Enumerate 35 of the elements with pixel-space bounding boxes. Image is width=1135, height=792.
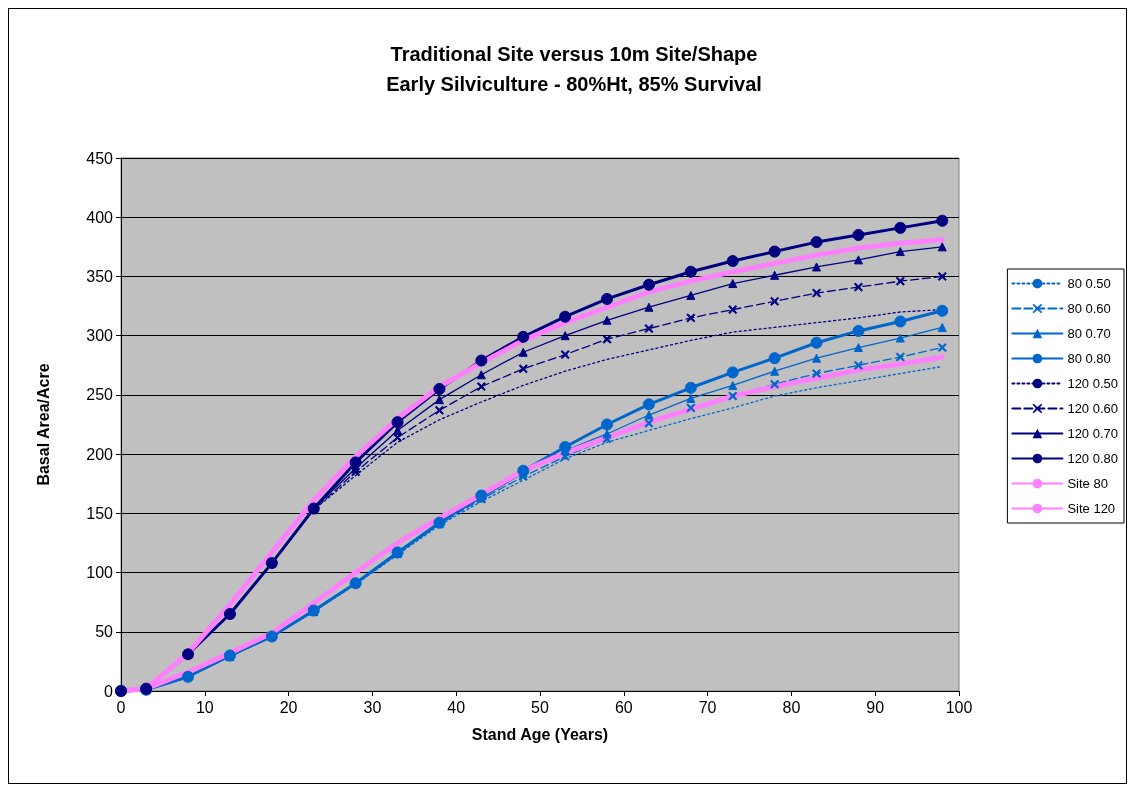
legend-label: 120 0.60 <box>1067 401 1119 416</box>
x-tick-label: 80 <box>782 698 801 716</box>
chart-subtitle: Early Silviculture - 80%Ht, 85% Survival <box>386 73 762 95</box>
x-tick-label: 0 <box>116 698 126 716</box>
legend-label: 80 0.60 <box>1067 301 1111 316</box>
legend-label: Site 80 <box>1067 476 1108 491</box>
chart-title: Traditional Site versus 10m Site/Shape <box>390 43 758 65</box>
y-tick-label: 400 <box>86 208 114 226</box>
x-axis-title: Stand Age (Years) <box>471 725 609 743</box>
legend-label: 80 0.70 <box>1067 326 1111 341</box>
x-tick-label: 30 <box>363 698 382 716</box>
y-tick-label: 300 <box>86 327 114 345</box>
legend-label: 120 0.70 <box>1067 426 1119 441</box>
x-tick-label: 90 <box>866 698 885 716</box>
legend-label: 80 0.80 <box>1067 351 1111 366</box>
y-axis-title: Basal Area/Acre <box>34 363 52 486</box>
legend-label: 120 0.50 <box>1067 376 1119 391</box>
x-tick-label: 10 <box>195 698 214 716</box>
legend-label: 120 0.80 <box>1067 451 1119 466</box>
y-tick-label: 250 <box>86 386 114 404</box>
x-tick-label: 70 <box>698 698 717 716</box>
y-tick-label: 350 <box>86 267 114 285</box>
legend-label: Site 120 <box>1067 501 1116 516</box>
y-tick-label: 0 <box>104 682 114 700</box>
legend-label: 80 0.50 <box>1067 276 1111 291</box>
y-tick-label: 150 <box>86 504 114 522</box>
x-tick-label: 50 <box>531 698 549 716</box>
y-tick-label: 200 <box>86 445 114 463</box>
x-tick-label: 40 <box>447 698 466 716</box>
y-tick-label: 100 <box>86 564 114 582</box>
y-tick-label: 450 <box>86 149 114 167</box>
x-tick-label: 60 <box>614 698 633 716</box>
y-tick-label: 50 <box>95 623 114 641</box>
x-tick-label: 20 <box>279 698 298 716</box>
x-tick-label: 100 <box>945 698 973 716</box>
